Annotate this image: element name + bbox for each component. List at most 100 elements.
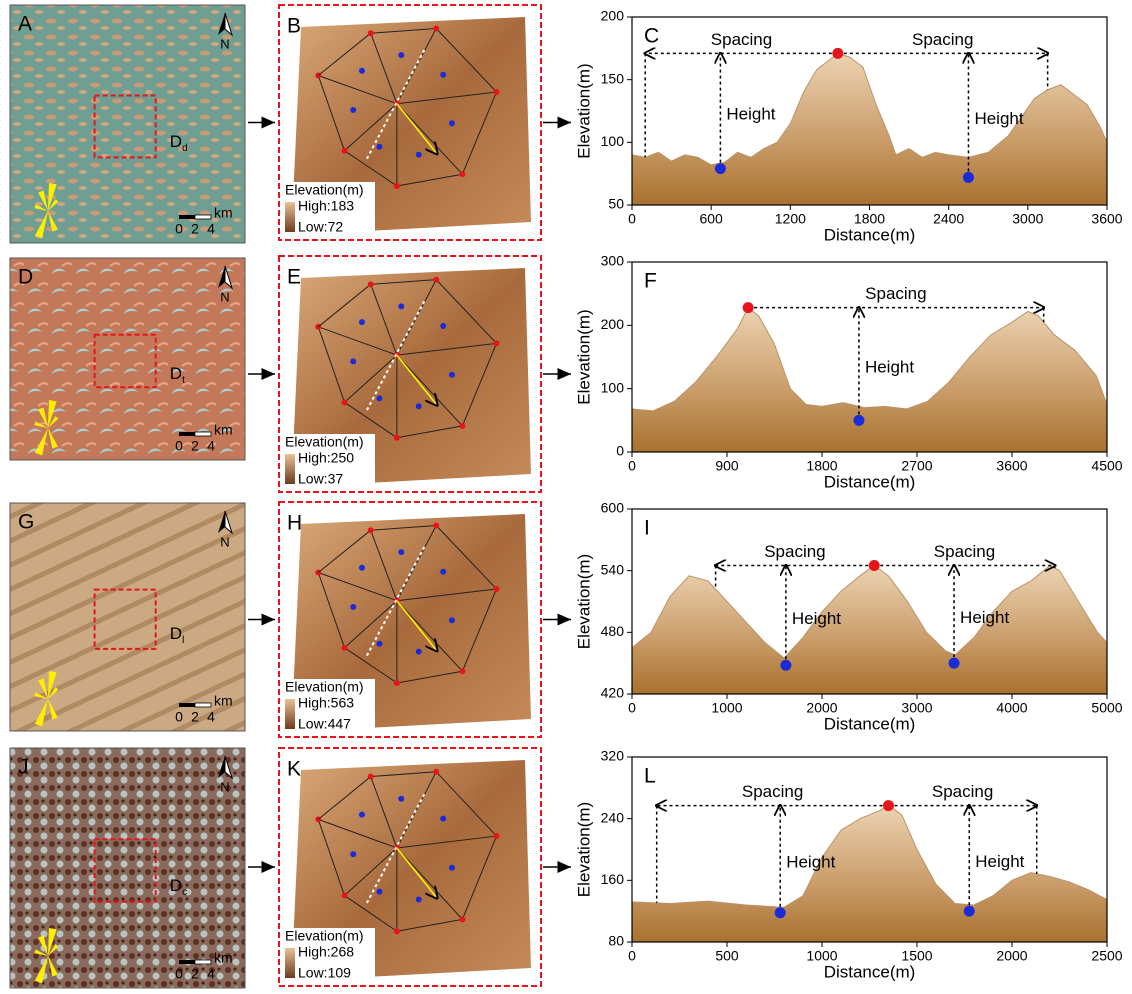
trough-point: [715, 163, 726, 174]
crest-point: [342, 645, 348, 651]
crest-point: [493, 89, 499, 95]
center-point: [376, 889, 382, 895]
x-tick-label: 1800: [806, 458, 837, 474]
crest-point: [493, 586, 499, 592]
scale-unit: km: [214, 205, 233, 221]
x-tick-label: 3000: [1012, 211, 1043, 227]
dune-letter: D: [170, 877, 182, 896]
spacing-label: Spacing: [711, 30, 772, 49]
crest-point: [459, 171, 465, 177]
y-tick-label: 0: [616, 443, 624, 459]
profile-area: [632, 53, 1107, 205]
legend-high: High:183: [298, 198, 354, 214]
crest-point: [459, 423, 465, 429]
center-point: [416, 897, 422, 903]
spacing-label: Spacing: [934, 542, 995, 561]
center-point: [449, 865, 455, 871]
scale-bar: [179, 703, 195, 707]
satellite-image: [10, 258, 245, 460]
y-tick-label: 600: [601, 500, 625, 516]
x-tick-label: 3000: [901, 700, 932, 716]
center-point: [359, 812, 365, 818]
legend-title: Elevation(m): [285, 679, 364, 695]
scale-bar: [195, 215, 211, 219]
x-tick-label: 1000: [806, 948, 837, 964]
spacing-label: Spacing: [742, 782, 803, 801]
center-point: [449, 120, 455, 126]
y-axis-title: Elevation(m): [574, 309, 593, 404]
legend-low: Low:447: [298, 716, 351, 732]
scale-bar: [195, 703, 211, 707]
satellite-image: [10, 5, 245, 243]
legend-low: Low:109: [298, 965, 351, 981]
x-tick-label: 3600: [996, 458, 1027, 474]
north-label: N: [220, 779, 229, 794]
trough-point: [949, 658, 960, 669]
x-tick-label: 900: [715, 458, 739, 474]
center-point: [398, 549, 404, 555]
profile-area: [632, 566, 1107, 694]
scale-label: 2: [191, 966, 199, 982]
legend-high: High:268: [298, 944, 354, 960]
legend-title: Elevation(m): [285, 928, 364, 944]
crest-point: [342, 399, 348, 405]
peak-point: [883, 800, 894, 811]
y-tick-label: 50: [608, 196, 624, 212]
north-label: N: [220, 534, 229, 549]
y-tick-label: 320: [601, 748, 625, 764]
satellite-image: [10, 748, 245, 988]
profile-area: [632, 308, 1107, 452]
x-tick-label: 1000: [711, 700, 742, 716]
dune-letter: D: [170, 625, 182, 644]
scale-unit: km: [214, 422, 233, 438]
legend-ramp: [285, 699, 295, 729]
crest-point: [342, 148, 348, 154]
y-tick-label: 200: [601, 316, 625, 332]
center-point: [350, 851, 356, 857]
height-label: Height: [792, 609, 841, 628]
scale-label: 0: [175, 966, 183, 982]
height-label: Height: [975, 852, 1024, 871]
panel-letter: L: [644, 765, 656, 788]
legend-ramp: [285, 202, 295, 232]
x-axis-title: Distance(m): [824, 714, 916, 733]
scale-label: 4: [207, 709, 215, 725]
height-label: Height: [786, 853, 835, 872]
height-label: Height: [974, 109, 1023, 128]
scale-bar: [179, 215, 195, 219]
center-point: [376, 144, 382, 150]
crest-point: [368, 30, 374, 36]
scale-bar: [195, 432, 211, 436]
crest-point: [394, 680, 400, 686]
legend-title: Elevation(m): [285, 182, 364, 198]
y-tick-label: 300: [601, 253, 625, 269]
scale-label: 0: [175, 438, 183, 454]
center-point: [440, 816, 446, 822]
panel-letter: E: [287, 266, 301, 289]
x-tick-label: 0: [628, 948, 636, 964]
y-tick-label: 150: [601, 70, 625, 86]
scale-bar: [179, 432, 195, 436]
panel-letter: H: [287, 512, 302, 535]
legend-high: High:250: [298, 450, 354, 466]
x-tick-label: 4000: [996, 700, 1027, 716]
crest-point: [368, 281, 374, 287]
x-tick-label: 2000: [806, 700, 837, 716]
center-point: [376, 641, 382, 647]
y-tick-label: 200: [601, 8, 625, 24]
panel-letter: D: [18, 266, 33, 289]
peak-point: [743, 302, 754, 313]
y-tick-label: 100: [601, 379, 625, 395]
dune-letter: D: [170, 133, 182, 152]
scale-bar: [195, 960, 211, 964]
panel-letter: I: [644, 517, 650, 540]
scale-label: 4: [207, 221, 215, 237]
crest-point: [493, 340, 499, 346]
y-tick-label: 100: [601, 133, 625, 149]
center-point: [440, 72, 446, 78]
center-point: [449, 372, 455, 378]
center-point: [416, 152, 422, 158]
scale-unit: km: [214, 693, 233, 709]
x-tick-label: 1800: [854, 211, 885, 227]
center-point: [376, 395, 382, 401]
